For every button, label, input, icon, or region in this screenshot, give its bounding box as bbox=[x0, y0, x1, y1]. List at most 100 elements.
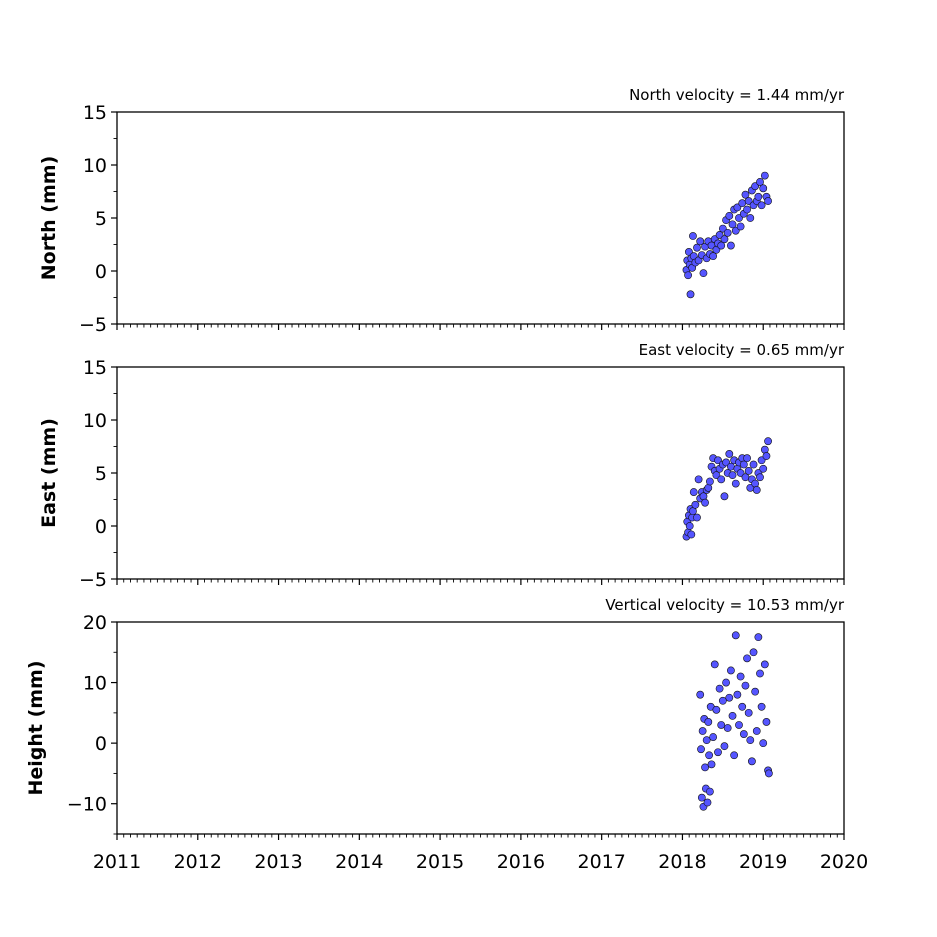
north-y-tick-label: 15 bbox=[83, 102, 107, 124]
north-data-point bbox=[736, 222, 745, 231]
north-data-point bbox=[738, 199, 747, 208]
east-panel: East velocity = 0.65 mm/yr East (mm) −5 0… bbox=[38, 341, 845, 591]
height-plot-frame bbox=[116, 621, 845, 835]
height-data-point bbox=[710, 660, 719, 669]
east-data-point bbox=[725, 450, 734, 458]
north-data-point bbox=[720, 235, 729, 244]
north-data-point bbox=[757, 201, 766, 210]
east-data-point bbox=[704, 483, 713, 492]
height-data-point bbox=[706, 787, 714, 796]
height-x-tick-label: 2017 bbox=[577, 851, 625, 873]
north-data-point bbox=[746, 214, 755, 222]
height-data-point bbox=[749, 648, 758, 657]
height-data-point bbox=[760, 660, 769, 669]
height-data-point bbox=[698, 727, 707, 735]
north-ylabel: North (mm) bbox=[38, 156, 60, 281]
east-data-point bbox=[712, 471, 721, 480]
height-y-tick-label: 10 bbox=[83, 673, 107, 695]
height-data-point bbox=[754, 633, 763, 642]
north-points bbox=[682, 171, 772, 299]
east-data-point bbox=[727, 462, 735, 471]
height-ticks: 2011 2012 2013 2014 2015 2016 2017 2018 2019 2020… bbox=[67, 612, 868, 873]
east-data-point bbox=[756, 473, 764, 482]
height-data-point bbox=[704, 718, 713, 726]
east-data-point bbox=[744, 466, 753, 475]
east-data-point bbox=[699, 492, 708, 501]
height-y-tick-label: −10 bbox=[67, 794, 107, 816]
north-data-point bbox=[743, 205, 751, 214]
height-data-point bbox=[736, 672, 745, 681]
height-data-point bbox=[697, 793, 706, 802]
height-data-point bbox=[723, 724, 732, 732]
east-data-point bbox=[760, 445, 769, 454]
north-data-point bbox=[741, 190, 750, 199]
height-data-point bbox=[714, 748, 722, 757]
height-data-point bbox=[702, 736, 711, 745]
east-data-point bbox=[694, 475, 703, 484]
north-data-point bbox=[715, 231, 724, 239]
east-y-tick-label: 10 bbox=[83, 410, 107, 432]
east-ylabel: East (mm) bbox=[38, 418, 60, 528]
east-data-point bbox=[752, 486, 761, 494]
north-data-point bbox=[689, 232, 697, 240]
north-data-point bbox=[764, 197, 772, 205]
height-data-point bbox=[697, 745, 705, 754]
height-data-point bbox=[757, 702, 766, 711]
east-data-point bbox=[693, 513, 701, 522]
north-data-point bbox=[744, 197, 753, 205]
height-data-point bbox=[762, 718, 771, 726]
east-data-point bbox=[701, 498, 709, 507]
height-data-point bbox=[718, 696, 727, 705]
height-data-point bbox=[764, 769, 773, 778]
east-y-tick-label: 5 bbox=[95, 463, 107, 485]
north-data-point bbox=[759, 184, 768, 193]
height-y-tick-label: 0 bbox=[95, 733, 107, 755]
north-data-point bbox=[728, 220, 737, 229]
height-points bbox=[696, 631, 773, 811]
height-data-point bbox=[717, 721, 726, 729]
north-data-point bbox=[754, 192, 763, 201]
north-data-point bbox=[760, 171, 769, 180]
height-data-point bbox=[727, 666, 735, 675]
east-plot-frame bbox=[116, 366, 845, 580]
height-data-point bbox=[759, 739, 768, 748]
north-data-point bbox=[727, 241, 735, 250]
east-data-point bbox=[731, 479, 740, 488]
east-data-point bbox=[689, 488, 698, 496]
height-data-point bbox=[735, 721, 743, 729]
height-x-tick-label: 2012 bbox=[174, 851, 222, 873]
east-data-point bbox=[728, 471, 737, 480]
height-ylabel: Height (mm) bbox=[25, 660, 47, 795]
height-data-point bbox=[744, 708, 753, 717]
height-data-point bbox=[709, 733, 718, 741]
east-data-point bbox=[720, 492, 729, 501]
height-y-tick-label: 20 bbox=[83, 612, 107, 634]
north-y-tick-label: −5 bbox=[79, 314, 107, 336]
height-data-point bbox=[752, 727, 761, 735]
north-y-tick-label: 5 bbox=[95, 208, 107, 230]
north-data-point bbox=[709, 252, 718, 261]
height-data-point bbox=[730, 751, 739, 760]
height-data-point bbox=[756, 669, 764, 678]
east-data-point bbox=[751, 479, 760, 488]
north-data-point bbox=[699, 269, 708, 278]
height-x-tick-label: 2011 bbox=[93, 851, 141, 873]
east-ticks: −5 0 5 10 15 bbox=[79, 357, 845, 591]
height-data-point bbox=[696, 690, 705, 699]
height-data-point bbox=[720, 742, 729, 751]
height-data-point bbox=[731, 631, 740, 640]
height-x-tick-label: 2020 bbox=[820, 851, 868, 873]
north-data-point bbox=[723, 228, 732, 237]
height-x-tick-label: 2019 bbox=[739, 851, 787, 873]
north-data-point bbox=[718, 224, 727, 233]
height-x-tick-label: 2013 bbox=[254, 851, 302, 873]
east-data-point bbox=[717, 475, 726, 484]
north-y-tick-label: 0 bbox=[95, 261, 107, 283]
east-data-point bbox=[757, 456, 766, 465]
height-data-point bbox=[728, 711, 737, 720]
east-data-point bbox=[741, 473, 750, 482]
east-y-tick-label: 15 bbox=[83, 357, 107, 379]
height-data-point bbox=[703, 798, 712, 807]
